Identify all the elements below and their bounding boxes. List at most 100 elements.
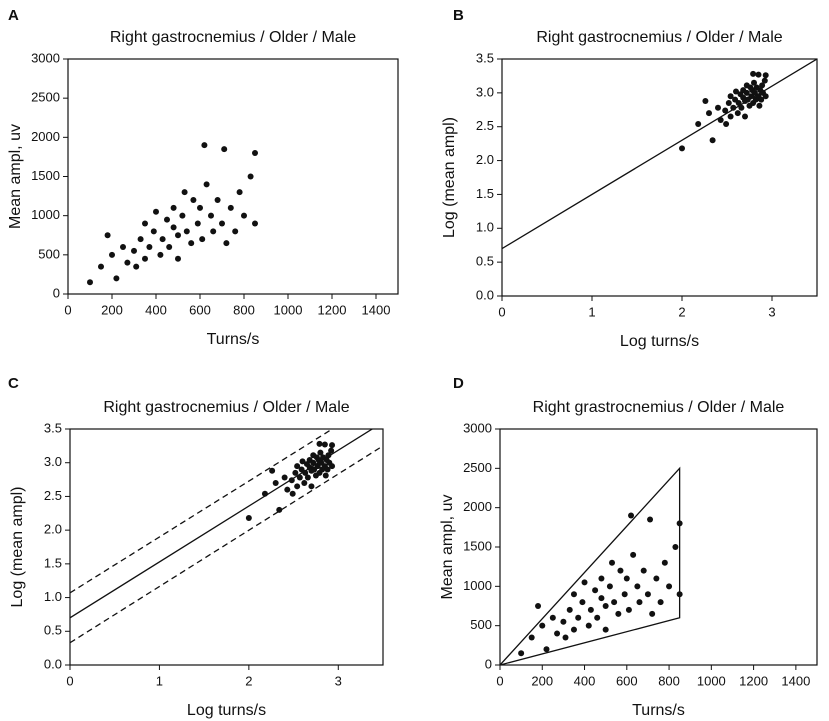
y-tick-label: 0.5 xyxy=(44,623,62,638)
y-tick-label: 1000 xyxy=(31,207,60,222)
point xyxy=(210,228,217,235)
point xyxy=(598,575,605,582)
point xyxy=(636,599,643,606)
point xyxy=(585,622,592,629)
point xyxy=(587,606,594,613)
point xyxy=(170,224,177,231)
point xyxy=(562,634,569,641)
x-tick-label: 1400 xyxy=(362,302,391,317)
point xyxy=(762,93,769,100)
plot-frame xyxy=(67,58,399,295)
plot-frame xyxy=(501,58,818,297)
point xyxy=(762,72,769,79)
point xyxy=(133,263,140,270)
y-tick-label: 3.0 xyxy=(476,84,494,99)
panel-letter: A xyxy=(8,7,19,24)
point xyxy=(623,575,630,582)
point xyxy=(188,240,195,247)
y-tick-label: 1.5 xyxy=(476,186,494,201)
point xyxy=(695,121,702,128)
x-tick-label: 1200 xyxy=(318,302,347,317)
point xyxy=(554,630,561,637)
point xyxy=(759,82,766,89)
point xyxy=(594,614,601,621)
point xyxy=(560,618,567,625)
point xyxy=(602,603,609,609)
y-tick-label: 0 xyxy=(53,285,60,300)
point xyxy=(241,212,247,219)
y-tick-label: 2500 xyxy=(31,90,60,105)
point xyxy=(528,634,535,641)
point xyxy=(328,447,335,454)
point xyxy=(179,212,186,219)
point xyxy=(208,212,214,219)
y-tick-label: 3.5 xyxy=(476,50,494,65)
x-tick-label: 400 xyxy=(574,673,596,688)
point xyxy=(302,469,309,476)
fit-line xyxy=(500,466,681,665)
x-tick-label: 800 xyxy=(233,302,255,317)
point xyxy=(329,463,336,470)
point xyxy=(183,228,190,235)
y-tick-label: 1.5 xyxy=(44,555,62,570)
point xyxy=(755,71,762,78)
point xyxy=(640,567,647,574)
point xyxy=(310,459,317,466)
fit-line xyxy=(70,429,374,619)
point xyxy=(751,79,757,86)
point xyxy=(289,490,296,497)
y-tick-label: 1.0 xyxy=(476,220,494,235)
point xyxy=(727,113,734,120)
y-tick-label: 0.0 xyxy=(476,287,494,302)
point xyxy=(742,113,748,120)
point xyxy=(644,591,651,598)
point xyxy=(575,614,582,621)
point xyxy=(598,595,605,602)
y-tick-label: 500 xyxy=(38,246,60,261)
point xyxy=(304,474,311,481)
point xyxy=(316,440,323,447)
x-tick-label: 2 xyxy=(245,673,252,688)
point xyxy=(142,255,148,262)
point xyxy=(317,449,324,456)
point xyxy=(150,228,157,235)
point xyxy=(717,116,724,123)
point xyxy=(214,197,221,203)
y-tick-label: 3.0 xyxy=(44,454,62,469)
point xyxy=(609,559,616,566)
x-tick-label: 0 xyxy=(64,302,71,317)
point xyxy=(611,599,618,606)
point xyxy=(181,189,188,196)
point xyxy=(261,490,268,497)
point xyxy=(324,466,331,473)
point xyxy=(566,606,573,613)
y-tick-label: 3.5 xyxy=(44,420,62,435)
point xyxy=(104,232,111,239)
x-tick-label: 200 xyxy=(101,302,123,317)
y-axis-label: Mean ampl, uv xyxy=(439,495,456,600)
point xyxy=(113,275,120,282)
y-axis-label: Log (mean ampl) xyxy=(9,487,26,608)
point xyxy=(581,579,588,586)
x-tick-label: 600 xyxy=(189,302,211,317)
point xyxy=(709,137,716,144)
x-tick-label: 200 xyxy=(531,673,553,688)
y-tick-label: 1000 xyxy=(463,578,492,593)
y-tick-label: 1500 xyxy=(31,168,60,183)
point xyxy=(750,70,757,77)
point xyxy=(761,77,768,84)
point xyxy=(294,463,301,470)
fit-line xyxy=(70,429,334,594)
x-axis-label: Log turns/s xyxy=(620,333,699,350)
fit-line xyxy=(70,445,383,644)
point xyxy=(743,89,750,96)
point xyxy=(157,251,164,258)
point xyxy=(570,626,577,633)
point xyxy=(190,197,197,203)
point xyxy=(733,88,739,95)
point xyxy=(570,591,577,598)
x-tick-label: 600 xyxy=(616,673,638,688)
point xyxy=(269,467,276,474)
point xyxy=(98,263,104,270)
point xyxy=(706,110,712,117)
